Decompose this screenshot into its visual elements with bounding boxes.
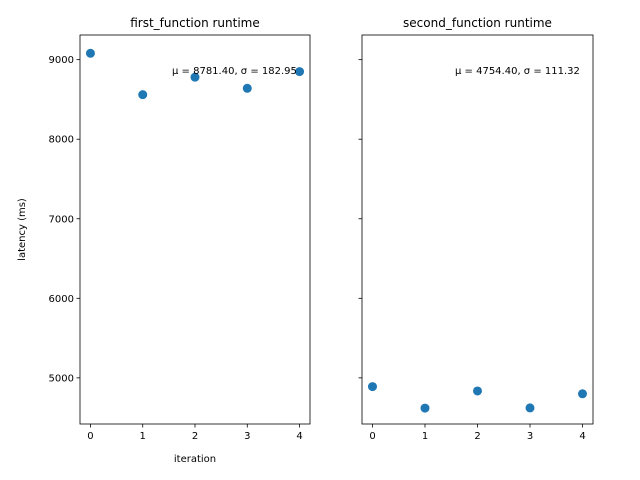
x-tick-label: 2 — [192, 431, 198, 442]
x-tick-label: 0 — [369, 431, 375, 442]
data-point — [295, 67, 305, 77]
y-tick-label: 8000 — [49, 135, 74, 146]
panel-title: first_function runtime — [130, 16, 260, 30]
panel-first-function: first_function runtime 5000 6000 7000 8000 9… — [17, 16, 311, 465]
panel-title: second_function runtime — [403, 16, 552, 30]
x-tick-label: 4 — [296, 431, 302, 442]
data-point — [85, 48, 95, 58]
y-axis-label: latency (ms) — [17, 198, 28, 261]
x-axis-label: iteration — [174, 454, 216, 465]
data-point — [578, 389, 587, 399]
data-point — [473, 386, 482, 396]
x-tick-label: 4 — [579, 431, 585, 442]
y-tick-label: 7000 — [49, 214, 74, 225]
x-tick-label: 1 — [422, 431, 428, 442]
plot-frame — [361, 34, 594, 425]
data-point — [138, 90, 148, 100]
panel-second-function: second_function runtime 0 1 2 3 4 μ = 4754.4… — [358, 16, 594, 442]
x-tick-label: 1 — [140, 431, 146, 442]
y-tick-label: 6000 — [49, 294, 74, 305]
data-point — [420, 403, 430, 413]
data-point — [525, 403, 535, 413]
data-point — [368, 382, 377, 392]
data-point — [242, 83, 252, 93]
x-tick-label: 3 — [244, 431, 250, 442]
y-tick-label: 5000 — [49, 373, 74, 384]
data-point — [190, 72, 200, 82]
x-tick-label: 2 — [474, 431, 480, 442]
y-tick-label: 9000 — [49, 55, 74, 66]
stats-annotation: μ = 8781.40, σ = 182.95 — [172, 66, 297, 77]
plot-frame — [79, 34, 311, 425]
x-tick-label: 0 — [87, 431, 93, 442]
stats-annotation: μ = 4754.40, σ = 111.32 — [455, 66, 580, 77]
x-tick-label: 3 — [527, 431, 533, 442]
